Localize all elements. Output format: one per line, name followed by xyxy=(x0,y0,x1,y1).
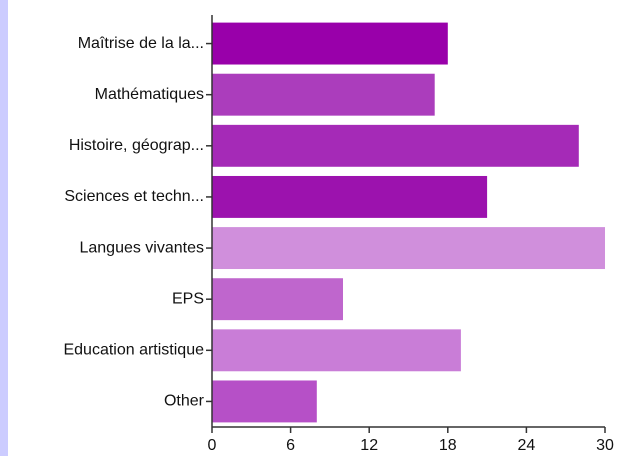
bar xyxy=(212,278,343,321)
bar xyxy=(212,227,605,270)
bar xyxy=(212,22,448,65)
bar xyxy=(212,329,461,372)
x-tick-label: 30 xyxy=(596,437,614,454)
bar xyxy=(212,73,435,116)
y-tick-label: EPS xyxy=(172,290,204,307)
x-tick-label: 6 xyxy=(286,437,295,454)
bar xyxy=(212,380,317,423)
y-tick-label: Mathématiques xyxy=(95,86,204,103)
x-tick-label: 12 xyxy=(360,437,378,454)
x-tick-label: 0 xyxy=(208,437,217,454)
y-tick-label: Education artistique xyxy=(63,342,204,359)
y-tick-label: Sciences et techn... xyxy=(64,188,204,205)
y-tick-label: Histoire, géograp... xyxy=(69,137,204,154)
bar xyxy=(212,124,579,167)
x-tick-label: 24 xyxy=(518,437,536,454)
bar xyxy=(212,175,488,218)
y-tick-label: Other xyxy=(164,393,205,410)
y-tick-label: Langues vivantes xyxy=(79,239,204,256)
y-tick-label: Maîtrise de la la... xyxy=(78,35,204,52)
side-strip xyxy=(0,0,8,456)
x-tick-label: 18 xyxy=(439,437,457,454)
